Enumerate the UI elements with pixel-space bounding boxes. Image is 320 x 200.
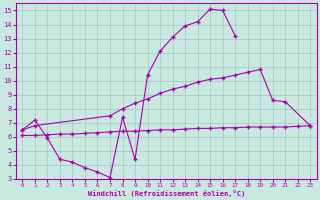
X-axis label: Windchill (Refroidissement éolien,°C): Windchill (Refroidissement éolien,°C) [88,190,245,197]
